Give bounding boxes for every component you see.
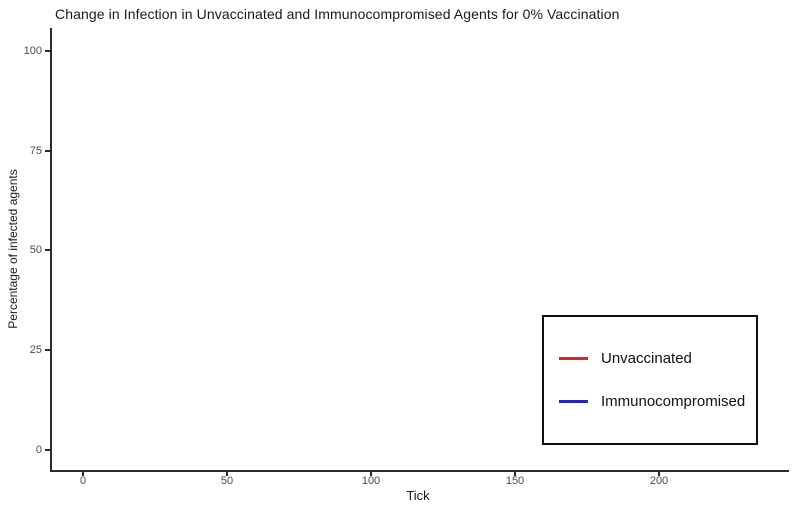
y-tick-label: 25	[29, 344, 42, 356]
y-tick-mark	[45, 349, 50, 351]
legend-box: Unvaccinated Immunocompromised	[542, 315, 758, 445]
chart-title: Change in Infection in Unvaccinated and …	[55, 6, 620, 22]
y-tick-label: 100	[23, 45, 42, 57]
x-tick-mark	[514, 470, 516, 476]
x-tick-label: 50	[220, 475, 234, 487]
x-axis-title: Tick	[406, 488, 430, 503]
unvaccinated-line-swatch	[559, 356, 588, 360]
x-tick-mark	[82, 470, 84, 476]
x-tick-mark	[226, 470, 228, 476]
x-tick-mark	[658, 470, 660, 476]
y-tick-mark	[45, 449, 50, 451]
x-tick-label: 150	[505, 475, 525, 487]
x-tick-mark	[370, 470, 372, 476]
y-axis-title: Percentage of infected agents	[6, 169, 20, 329]
x-axis-line	[50, 470, 789, 472]
legend-label: Unvaccinated	[601, 349, 692, 367]
x-tick-label: 200	[649, 475, 669, 487]
legend-entry-unvaccinated: Unvaccinated	[559, 349, 692, 367]
y-tick-label: 75	[29, 145, 42, 157]
y-tick-label: 0	[35, 444, 42, 456]
immunocompromised-line-swatch	[559, 399, 588, 403]
legend-label: Immunocompromised	[601, 392, 746, 410]
y-tick-mark	[45, 150, 50, 152]
x-tick-label: 0	[79, 475, 87, 487]
x-tick-label: 100	[361, 475, 381, 487]
legend-entry-immunocompromised: Immunocompromised	[559, 392, 745, 410]
y-axis-line	[50, 28, 52, 470]
y-tick-mark	[45, 249, 50, 251]
y-tick-mark	[45, 50, 50, 52]
y-tick-label: 50	[29, 244, 42, 256]
